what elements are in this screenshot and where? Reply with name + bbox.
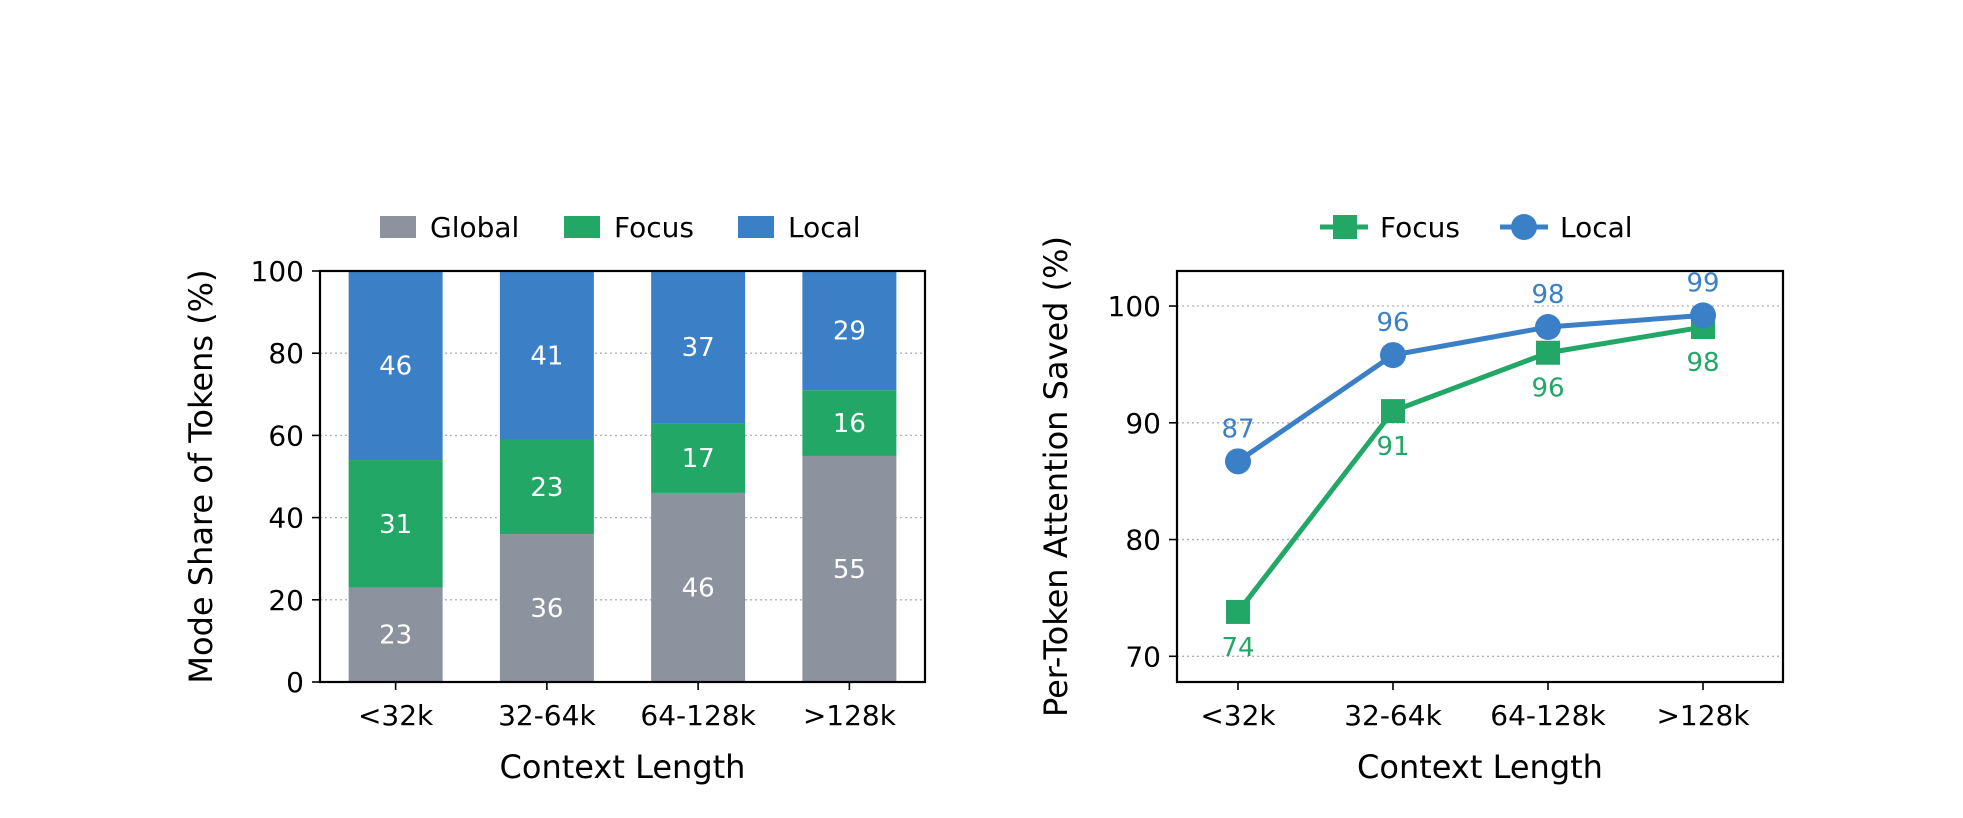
y-tick-label: 80 [1125,524,1161,557]
legend-label: Local [788,211,861,244]
bar-value-label: 17 [682,444,715,474]
bar-segment-focus [651,423,746,493]
bar-segment-local [802,271,897,391]
legend-item-focus: Focus [564,211,694,244]
y-tick-label: 100 [251,255,304,288]
legend-marker-square-icon [1333,215,1357,239]
bar-segment-focus [499,439,594,535]
y-axis-label: Per-Token Attention Saved (%) [1037,236,1075,717]
bar-value-label: 16 [833,409,866,439]
x-tick-label: >128k [803,699,897,732]
x-tick-label: 64-128k [1490,699,1606,732]
x-axis-label: Context Length [500,748,746,786]
y-tick-label: 90 [1125,407,1161,440]
data-label-focus: 96 [1531,374,1564,404]
y-tick-label: 70 [1125,640,1161,673]
data-label-local: 87 [1221,414,1254,444]
legend-swatch-global [380,216,416,238]
legend-item-local: Local [1500,211,1633,244]
y-tick-label: 100 [1108,290,1161,323]
bar-segment-local [651,271,746,424]
bar-segment-global [499,534,594,682]
legend-item-local: Local [738,211,861,244]
legend-swatch-focus [564,216,600,238]
y-tick-label: 20 [268,584,304,617]
legend-marker-circle-icon [1511,214,1537,240]
data-point-focus [1381,399,1405,424]
data-label-focus: 74 [1221,633,1254,663]
series-line-focus [1236,324,1704,614]
bar-value-label: 36 [530,594,563,624]
legend-item-global: Global [380,211,519,244]
data-point-focus [1536,340,1560,365]
data-label-focus: 98 [1686,348,1719,378]
legend-label: Focus [1380,211,1460,244]
data-point-local [1535,314,1561,341]
data-point-local [1225,448,1251,475]
data-point-local [1380,342,1406,369]
bar-value-label: 29 [833,317,866,347]
bar-value-label: 46 [682,573,715,603]
series-line-local [1236,312,1704,464]
data-label-local: 96 [1376,308,1409,338]
x-tick-label: 64-128k [640,699,756,732]
legend-label: Global [430,211,519,244]
x-tick-label: 32-64k [1344,699,1442,732]
x-tick-label: 32-64k [498,699,596,732]
stacked-bar-chart: 23 31 46 <32k 36 23 41 32-64k 46 17 37 64-128k 55 16 2… [182,211,927,786]
bar-value-label: 37 [682,333,715,363]
bar-value-label: 46 [379,352,412,382]
legend: Global Focus Local [380,211,861,244]
data-label-focus: 91 [1376,432,1409,462]
bar-value-label: 23 [379,621,412,651]
legend-swatch-local [738,216,774,238]
bar-value-label: 41 [530,341,563,371]
x-axis-label: Context Length [1357,748,1603,786]
bar-segment-focus [348,460,443,588]
axes-frame [1175,269,1785,684]
axes-frame [318,269,927,684]
y-axis-label: Mode Share of Tokens (%) [182,269,220,683]
data-point-focus [1226,599,1250,624]
bar-segment-global [802,455,897,682]
x-tick-label: <32k [358,699,434,732]
bar-segment-global [348,587,443,682]
legend-label: Local [1560,211,1633,244]
y-tick-label: 80 [268,337,304,370]
bar-segment-global [651,492,746,682]
bar-value-label: 55 [833,555,866,585]
bar-value-label: 31 [379,510,412,540]
bar-value-label: 23 [530,473,563,503]
y-tick-label: 40 [268,502,304,535]
y-tick-label: 0 [286,666,304,699]
legend-item-focus: Focus [1320,211,1460,244]
bar-segment-local [348,271,443,461]
data-point-local [1690,302,1716,329]
y-tick-label: 60 [268,419,304,452]
legend-label: Focus [614,211,694,244]
bar-segment-focus [802,390,897,456]
line-chart: 74 91 96 98 87 96 98 99 <32k 32-64k 64-128k >128k 70… [1037,211,1785,786]
bar-segment-local [499,271,594,440]
data-label-local: 98 [1531,280,1564,310]
legend: Focus Local [1320,211,1633,244]
data-label-local: 99 [1686,268,1719,298]
x-tick-label: >128k [1656,699,1750,732]
x-tick-label: <32k [1200,699,1276,732]
